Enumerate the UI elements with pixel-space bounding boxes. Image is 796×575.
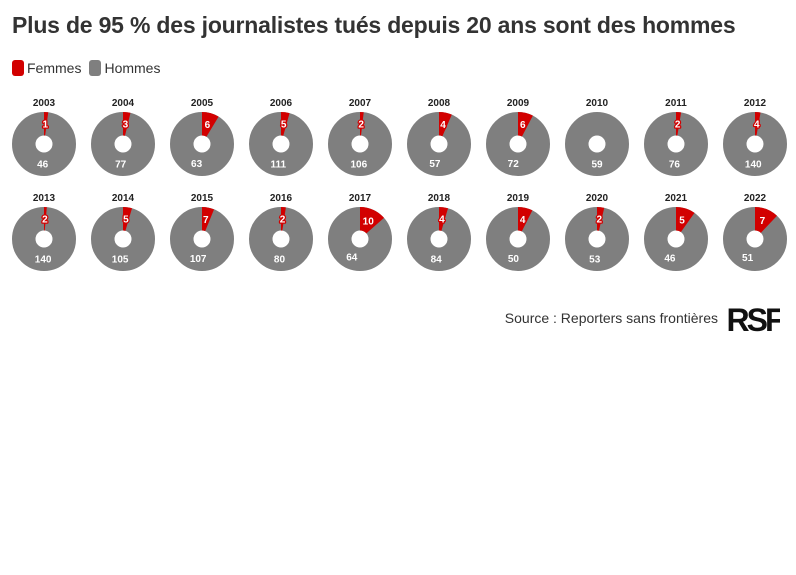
legend-label-femmes: Femmes [27, 60, 82, 76]
data-label-hommes: 105 [112, 254, 129, 265]
donut-slice-femmes [676, 207, 695, 233]
data-label-hommes: 111 [271, 159, 287, 170]
donut-slice-femmes [755, 207, 778, 233]
donut-slice-femmes [360, 112, 364, 136]
year-label: 2012 [744, 98, 767, 109]
year-label: 2006 [270, 98, 293, 109]
year-label: 2015 [191, 193, 214, 204]
donut-grid: 2003146200437720056632006511120072106200… [12, 98, 787, 271]
legend: Femmes Hommes [12, 60, 168, 76]
year-label: 2021 [665, 193, 688, 204]
data-label-femmes: 6 [520, 120, 526, 131]
year-label: 2003 [33, 98, 56, 109]
data-label-femmes: 1 [43, 120, 49, 131]
year-label: 2010 [586, 98, 609, 109]
data-label-hommes: 63 [191, 159, 203, 170]
legend-item-femmes[interactable]: Femmes [12, 60, 81, 76]
data-label-femmes: 2 [280, 215, 286, 226]
data-label-femmes: 3 [123, 120, 129, 131]
data-label-hommes: 46 [664, 254, 676, 265]
legend-label-hommes: Hommes [104, 60, 161, 76]
year-label: 2008 [428, 98, 451, 109]
data-label-femmes: 10 [363, 216, 375, 227]
data-label-femmes: 2 [596, 215, 602, 226]
data-label-femmes: 4 [520, 215, 526, 226]
data-label-femmes: 4 [440, 120, 446, 131]
data-label-hommes: 80 [274, 254, 286, 265]
data-label-hommes: 53 [589, 254, 601, 265]
data-label-femmes: 7 [760, 216, 766, 227]
year-label: 2019 [507, 193, 530, 204]
chart-title: Plus de 95 % des journalistes tués depui… [12, 12, 736, 38]
donut-slice-femmes [44, 112, 49, 136]
year-label: 2018 [428, 193, 451, 204]
donut-slice-femmes [281, 112, 290, 136]
data-label-hommes: 107 [190, 254, 207, 265]
data-label-hommes: 76 [669, 159, 681, 170]
legend-item-hommes[interactable]: Hommes [89, 60, 160, 76]
donut-slice-femmes [360, 207, 385, 234]
donut-slice-femmes [439, 207, 449, 231]
year-label: 2011 [665, 98, 687, 109]
data-label-femmes: 4 [439, 215, 445, 226]
data-label-hommes: 77 [115, 159, 127, 170]
data-label-hommes: 51 [742, 253, 754, 264]
data-label-hommes: 59 [591, 160, 603, 171]
source-text: Source : Reporters sans frontières [504, 310, 718, 326]
donut-slice-femmes [202, 207, 215, 232]
data-label-femmes: 5 [123, 215, 129, 226]
donut-slice-femmes [755, 112, 761, 136]
data-label-femmes: 5 [679, 215, 685, 226]
data-label-hommes: 84 [431, 254, 443, 265]
data-label-femmes: 5 [281, 120, 287, 131]
data-label-hommes: 72 [508, 159, 520, 170]
donut-slice-femmes [202, 112, 219, 137]
year-label: 2017 [349, 193, 372, 204]
rsf-logo-text: RSF [728, 302, 780, 336]
data-label-hommes: 140 [35, 254, 52, 265]
year-label: 2004 [112, 98, 135, 109]
data-label-femmes: 6 [205, 120, 211, 131]
year-label: 2005 [191, 98, 214, 109]
data-label-femmes: 2 [358, 120, 364, 131]
donut-slice-femmes [597, 207, 605, 231]
data-label-hommes: 50 [508, 254, 520, 265]
year-label: 2007 [349, 98, 372, 109]
source-line: Source : Reporters sans frontières RSF [0, 300, 780, 336]
data-label-hommes: 57 [429, 159, 441, 170]
data-label-hommes: 46 [37, 159, 49, 170]
donut-slice-femmes [439, 112, 452, 137]
data-label-femmes: 2 [42, 215, 48, 226]
data-label-hommes: 106 [350, 159, 367, 170]
year-label: 2020 [586, 193, 609, 204]
donut-slice-femmes [281, 207, 286, 231]
data-label-hommes: 64 [346, 253, 358, 264]
year-label: 2022 [744, 193, 767, 204]
year-label: 2009 [507, 98, 530, 109]
data-label-femmes: 7 [203, 215, 209, 226]
donut-slice-hommes [565, 112, 629, 176]
data-label-hommes: 140 [745, 159, 762, 170]
data-label-femmes: 2 [675, 120, 681, 131]
donut-slice-femmes [123, 207, 133, 231]
donut-slice-femmes [518, 207, 533, 232]
year-label: 2014 [112, 193, 135, 204]
data-label-femmes: 4 [754, 120, 760, 131]
legend-swatch-hommes [89, 60, 102, 76]
donut-slice-femmes [676, 112, 682, 136]
year-label: 2013 [33, 193, 56, 204]
year-label: 2016 [270, 193, 293, 204]
rsf-logo: RSF [728, 302, 780, 336]
legend-swatch-femmes [12, 60, 24, 76]
donut-slice-femmes [44, 207, 47, 231]
donut-slice-femmes [518, 112, 533, 137]
donut-slice-femmes [123, 112, 131, 136]
